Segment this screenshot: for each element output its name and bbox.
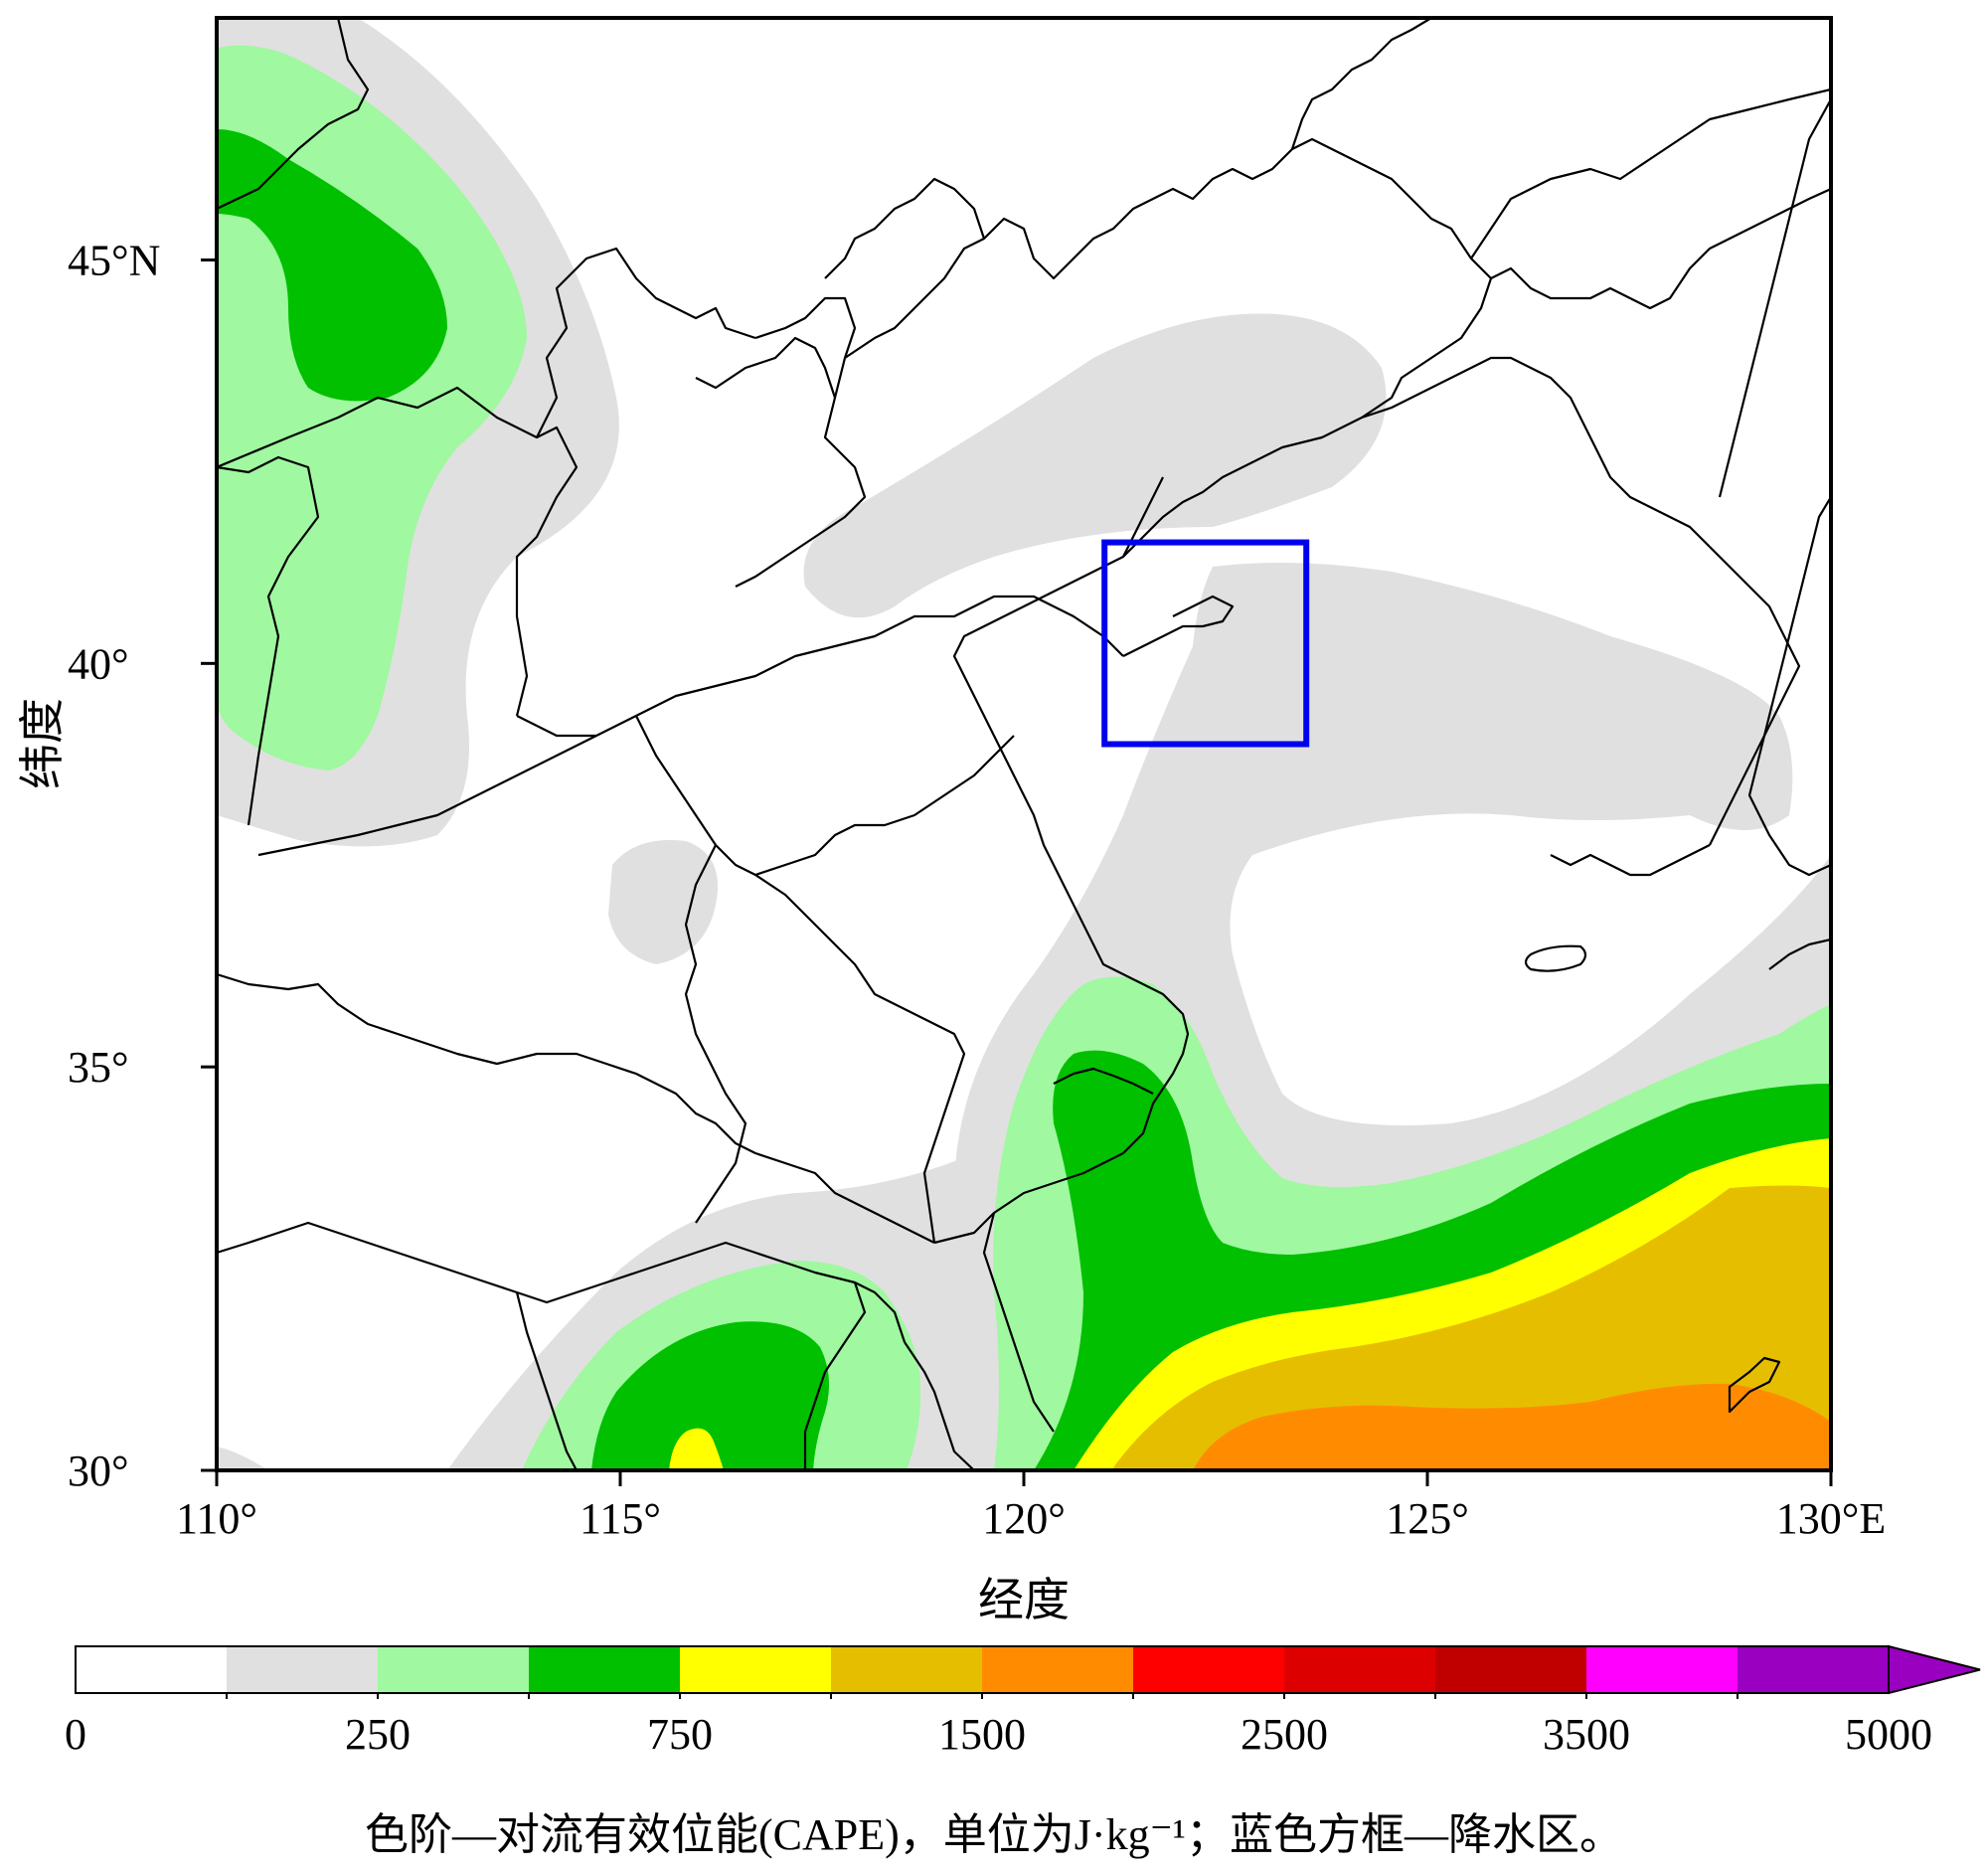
- border-line: [217, 972, 935, 1244]
- border-line: [803, 1281, 867, 1470]
- colorbar-segment: [1133, 1646, 1285, 1693]
- coastline: [1718, 98, 1831, 498]
- border-line: [536, 247, 756, 438]
- border-line: [217, 1221, 907, 1343]
- colorbar-segment: [831, 1646, 983, 1693]
- border-line: [982, 1212, 1055, 1433]
- colorbar-label: 0: [65, 1710, 86, 1759]
- border-line: [635, 715, 1015, 877]
- coastline: [1728, 1356, 1781, 1414]
- colorbar-label: 250: [345, 1710, 411, 1759]
- border-line: [1490, 187, 1831, 310]
- y-axis-title: 纬度: [17, 698, 68, 789]
- border-line: [684, 844, 747, 1224]
- colorbar-label: 750: [647, 1710, 713, 1759]
- colorbar-segment: [1284, 1646, 1436, 1693]
- cape-fill-green-south: [591, 1321, 829, 1470]
- border-line: [516, 595, 1124, 738]
- y-axis-ticks: 30° 35° 40° 45°N: [68, 237, 217, 1495]
- coastline: [1122, 356, 1711, 558]
- map-panel: 110° 115° 120° 125° 130°E 30° 35° 40° 45°N 经度 纬…: [17, 16, 1886, 1625]
- colorbar-segment: [1586, 1646, 1739, 1693]
- y-tick-label: 45°N: [68, 237, 160, 285]
- colorbar-segment: [1435, 1646, 1587, 1693]
- colorbar-segment: [680, 1646, 832, 1693]
- border-line: [904, 1341, 975, 1470]
- coastline: [1747, 496, 1831, 877]
- cape-fill-layer: [217, 18, 1831, 1470]
- x-tick-label: 125°: [1386, 1494, 1469, 1543]
- border-line: [217, 386, 579, 717]
- x-tick-label: 110°: [176, 1494, 257, 1543]
- x-tick-label: 120°: [982, 1494, 1066, 1543]
- colorbar-segment: [76, 1646, 228, 1693]
- cape-fill-gray-north-band: [803, 313, 1387, 618]
- cape-fill-green-northwest: [217, 129, 447, 402]
- border-line: [824, 177, 986, 279]
- border-line: [754, 874, 966, 1244]
- border-line: [217, 455, 320, 826]
- border-line: [515, 1291, 578, 1470]
- figure-caption: 色阶—对流有效位能(CAPE)，单位为J·kg⁻¹；蓝色方框—降水区。: [365, 1810, 1623, 1859]
- precipitation-area-box: [1101, 539, 1310, 748]
- border-line: [933, 1152, 1124, 1245]
- colorbar-segment: [227, 1646, 379, 1693]
- colorbar-segment: [1738, 1646, 1890, 1693]
- border-line: [1290, 18, 1432, 150]
- colorbar-label: 5000: [1845, 1710, 1932, 1759]
- border-line: [217, 18, 370, 210]
- cape-fill-gray-south-band: [217, 1447, 268, 1470]
- cape-fill-orange-east: [1193, 1383, 1831, 1470]
- colorbar-segment: [982, 1646, 1134, 1693]
- y-tick-label: 35°: [68, 1043, 129, 1092]
- colorbar-label: 2500: [1241, 1710, 1328, 1759]
- coastline: [1053, 1067, 1154, 1095]
- cape-fill-gray-central-blob: [608, 840, 718, 964]
- colorbar-extend-arrow: [1888, 1644, 1981, 1695]
- coastline: [1709, 546, 1801, 846]
- border-line: [1470, 87, 1831, 259]
- cape-fill-yellow-south: [669, 1428, 724, 1470]
- colorbar-label: 1500: [938, 1710, 1026, 1759]
- x-axis-ticks: 110° 115° 120° 125° 130°E: [176, 1470, 1886, 1543]
- border-line: [695, 336, 867, 588]
- colorbar: 0 250 750 1500 2500 3500 5000: [65, 1644, 1981, 1759]
- coastline: [952, 476, 1190, 1154]
- coastline: [1122, 595, 1235, 657]
- y-tick-label: 30°: [68, 1447, 129, 1495]
- border-line: [844, 137, 1493, 419]
- boundaries-layer: [217, 18, 1831, 1470]
- x-tick-label: 130°E: [1776, 1494, 1886, 1543]
- x-axis-title: 经度: [978, 1575, 1070, 1625]
- border-line: [257, 735, 597, 857]
- x-tick-label: 115°: [580, 1494, 661, 1543]
- y-tick-label: 40°: [68, 639, 129, 688]
- coastline: [1550, 844, 1711, 877]
- border-line: [754, 296, 857, 399]
- coastline: [1524, 944, 1587, 972]
- colorbar-segment: [529, 1646, 681, 1693]
- coastline: [1768, 938, 1831, 970]
- colorbar-segment: [378, 1646, 530, 1693]
- colorbar-label: 3500: [1543, 1710, 1630, 1759]
